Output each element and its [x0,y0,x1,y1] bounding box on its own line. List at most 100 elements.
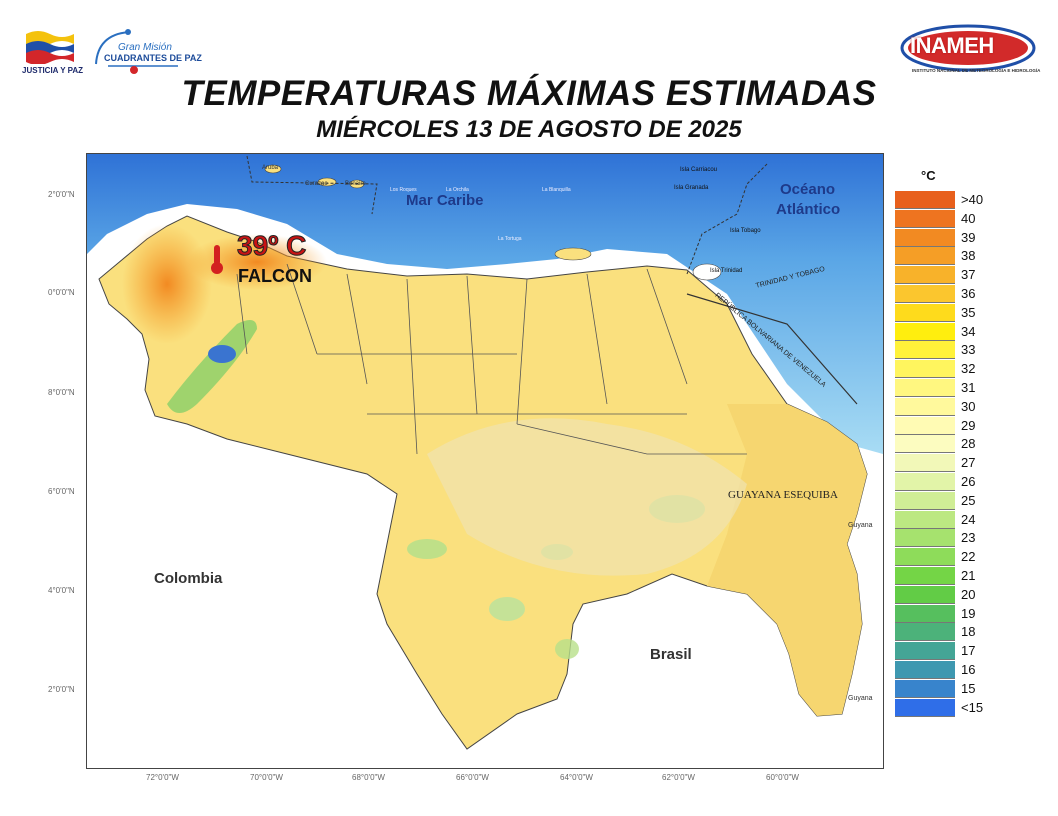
inameh-logo [898,22,1038,78]
lat-tick: 2°0'0"N [48,685,75,694]
legend-label: <15 [961,699,984,715]
map-label-oceano: Océano [780,181,836,198]
map-label-los-roques: Los Roques [390,187,417,193]
cuadrantes-de-paz-label: CUADRANTES DE PAZ [104,53,202,63]
page-subtitle: MIÉRCOLES 13 DE AGOSTO DE 2025 [316,116,742,143]
map-label-granada: Isla Granada [674,185,709,191]
lat-tick: 2°0'0"N [48,190,75,199]
legend-unit: °C [921,168,936,183]
legend-swatch [895,567,955,585]
legend-label: 22 [961,549,976,565]
inameh-subtitle-label: INSTITUTO NACIONAL DE METEOROLOGÍA E HID… [912,68,1041,73]
map-label-mar-caribe: Mar Caribe [406,192,484,209]
lon-tick: 66°0'0"W [456,773,489,782]
gran-mision-label: Gran Misión [118,42,172,53]
legend-swatch [895,228,955,247]
lon-tick: 62°0'0"W [662,773,695,782]
map-label-la-blanquilla: La Blanquilla [542,187,571,193]
map-label-guyana-1: Guyana [848,522,873,529]
lat-tick: 6°0'0"N [48,487,75,496]
map-label-isla-trinidad: Isla Trinidad [710,268,743,274]
legend-label: 32 [961,361,976,377]
legend-swatch [895,623,955,642]
legend-label: 24 [961,511,976,527]
map-label-aruba: Aruba [262,165,279,171]
legend-label: 33 [961,342,976,358]
legend-swatch [895,548,955,567]
legend-swatch [895,661,955,679]
map-label-guayana-esequiba: GUAYANA ESEQUIBA [728,489,838,501]
legend-label: 23 [961,530,976,546]
legend-label: 18 [961,624,976,640]
falcon-hot-area [187,234,327,290]
legend-swatch [895,510,955,529]
max-temperature-state-label: FALCON [238,266,312,286]
legend-label: 30 [961,398,976,414]
legend-swatch [895,341,955,360]
map-label-la-orchila: La Orchila [446,187,469,193]
legend-label: 20 [961,586,976,602]
legend-label: 40 [961,210,976,226]
lon-tick: 70°0'0"W [250,773,283,782]
venezuela-flag-logo [24,28,76,65]
legend-swatch [895,247,955,266]
map-label-atlantico: Atlántico [776,201,841,218]
map-frame [86,153,884,769]
legend-swatch [895,473,955,491]
legend-swatch [895,454,955,473]
legend-label: 21 [961,568,976,583]
map-label-curazao: Curazao [305,181,328,187]
thermometer-icon [208,243,226,275]
map-label-brasil: Brasil [650,646,692,663]
legend-label: 26 [961,474,976,489]
lon-tick: 64°0'0"W [560,773,593,782]
legend-label: 29 [961,417,976,433]
caribbean-sea [87,154,883,454]
page-title: TEMPERATURAS MÁXIMAS ESTIMADAS [181,74,877,113]
map-label-la-tortuga: La Tortuga [498,236,522,242]
cuadrantes-de-paz-logo [88,26,193,78]
map-label-bonaire: Bonaire [345,181,366,187]
legend-label: 31 [961,380,976,395]
legend-label: 16 [961,662,976,677]
legend-swatch [895,604,955,623]
legend-label: 34 [961,323,976,339]
map-label-guyana-2: Guyana [848,695,873,702]
guayana-esequiba [707,404,867,716]
legend-swatch [895,322,955,341]
legend-label: 38 [961,248,976,264]
legend-label: 25 [961,492,976,508]
lat-tick: 8°0'0"N [48,388,75,397]
max-temperature-label: 39º C [236,230,307,262]
temperature-map [87,154,883,768]
inameh-name-label: INAMEH [910,33,994,58]
justicia-y-paz-label: JUSTICIA Y PAZ [22,66,84,75]
legend-swatch [895,529,955,548]
lon-tick: 60°0'0"W [766,773,799,782]
legend-swatch [895,209,955,228]
legend-label: 39 [961,229,976,245]
legend-swatch [895,416,955,435]
legend-label: 36 [961,286,976,301]
legend-swatch [895,266,955,285]
map-label-colombia: Colombia [154,570,223,587]
legend-label: 28 [961,436,976,452]
map-label-tobago: Isla Tobago [730,228,761,234]
lat-tick: 0°0'0"N [48,288,75,297]
legend-swatch [895,397,955,416]
legend-label: 37 [961,267,976,283]
legend-label: >40 [961,192,984,207]
legend-swatch [895,191,955,209]
legend-swatch [895,379,955,397]
legend-swatch [895,679,955,698]
legend-swatch [895,698,955,717]
legend-swatch [895,585,955,604]
legend-label: 19 [961,605,976,621]
legend-swatch [895,303,955,322]
map-label-carriacou: Isla Carriacou [680,167,718,173]
andes-cool-area [167,320,257,413]
legend-swatch [895,360,955,379]
legend-label: 15 [961,680,976,696]
legend-swatch [895,642,955,661]
legend-swatch [895,435,955,454]
